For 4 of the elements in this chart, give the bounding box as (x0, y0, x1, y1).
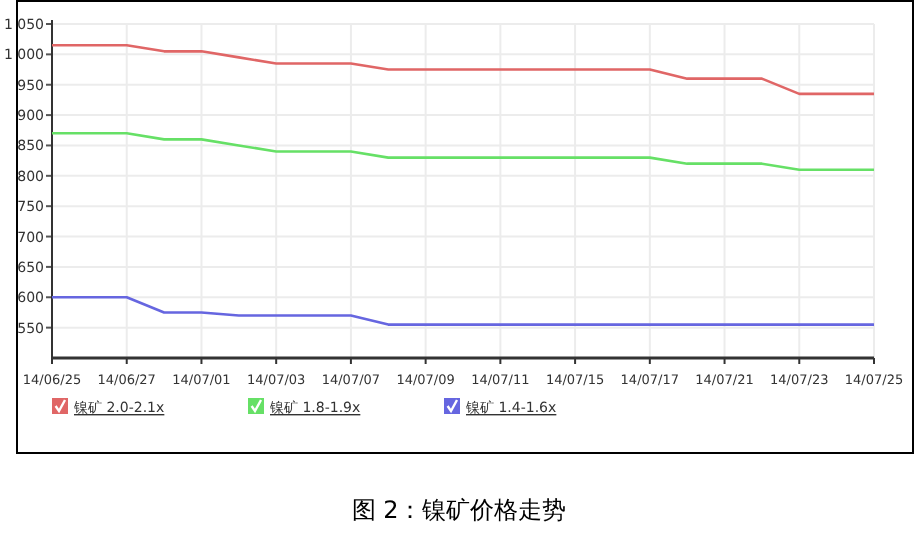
line-series (50, 295, 876, 326)
line-series (50, 43, 876, 96)
line-series (50, 132, 876, 172)
text: 图 2：镍矿价格走势 (351, 496, 567, 524)
